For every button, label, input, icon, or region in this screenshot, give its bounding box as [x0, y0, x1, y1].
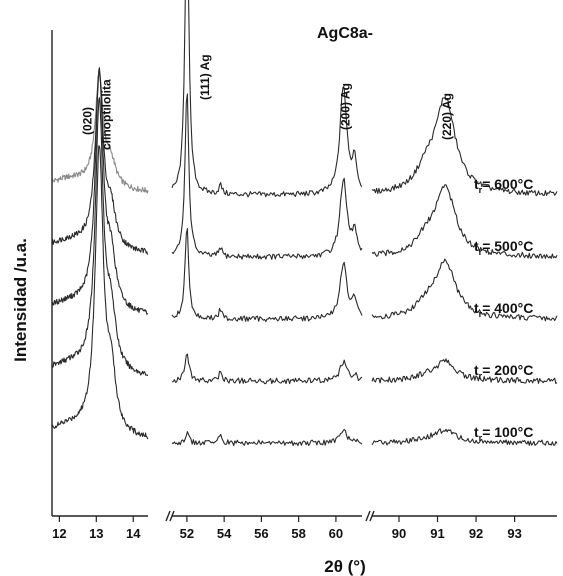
- series-trace: [51, 67, 558, 323]
- temperature-label: tr= 400°C: [474, 300, 533, 319]
- x-tick-label: 91: [430, 526, 444, 541]
- series-line: [51, 97, 149, 376]
- temperature-labels: tr= 600°C tr= 500°C tr= 400°C tr= 200°C tr= …: [474, 176, 533, 443]
- x-tick-label: 60: [329, 526, 343, 541]
- peak-label: (200) Ag: [338, 83, 352, 130]
- x-axis: 12 13 14 52 54 56 58 60 90 91 92 93: [51, 30, 557, 541]
- series-trace: [51, 97, 558, 385]
- peak-label: clinoptilolita: [99, 79, 113, 150]
- temperature-label: tr= 500°C: [474, 238, 533, 257]
- x-tick-label: 54: [217, 526, 232, 541]
- series-trace: [51, 145, 558, 447]
- series-line: [371, 358, 558, 384]
- series-trace: [51, 0, 558, 198]
- series-line: [51, 67, 149, 315]
- series-line: [171, 428, 363, 447]
- y-axis-label: Intensidad /u.a.: [11, 238, 30, 362]
- x-tick-label: 58: [291, 526, 305, 541]
- axis-break: [369, 510, 375, 522]
- temperature-label: tr= 200°C: [474, 362, 533, 381]
- temperature-label: tr= 600°C: [474, 176, 533, 195]
- series-line: [51, 145, 149, 440]
- series-line: [371, 184, 558, 259]
- series-line: [371, 428, 558, 446]
- peak-label: (220) Ag: [440, 93, 454, 140]
- chart-title: AgC8a-: [317, 25, 373, 42]
- x-tick-label: 14: [126, 526, 141, 541]
- temperature-label: tr= 100°C: [474, 424, 533, 443]
- x-tick-label: 13: [89, 526, 103, 541]
- axis-break: [165, 510, 171, 522]
- peak-label: (111) Ag: [198, 54, 212, 100]
- series-line: [171, 353, 363, 385]
- series-line: [171, 93, 363, 260]
- x-tick-label: 52: [180, 526, 194, 541]
- peak-annotations: (020) clinoptilolita (111) Ag (200) Ag (220)…: [80, 54, 454, 150]
- x-tick-label: 90: [392, 526, 406, 541]
- x-tick-label: 56: [254, 526, 268, 541]
- series-trace: [51, 72, 558, 260]
- peak-label: (020): [80, 107, 94, 135]
- series-line: [371, 97, 558, 197]
- axis-break: [365, 510, 371, 522]
- series-line: [371, 258, 558, 322]
- axis-break: [169, 510, 175, 522]
- spectra-group: [51, 0, 558, 447]
- x-tick-label: 92: [469, 526, 483, 541]
- series-line: [171, 228, 363, 323]
- series-line: [171, 0, 363, 198]
- x-tick-label: 12: [52, 526, 66, 541]
- x-tick-label: 93: [507, 526, 521, 541]
- x-axis-label: 2θ (°): [324, 557, 366, 576]
